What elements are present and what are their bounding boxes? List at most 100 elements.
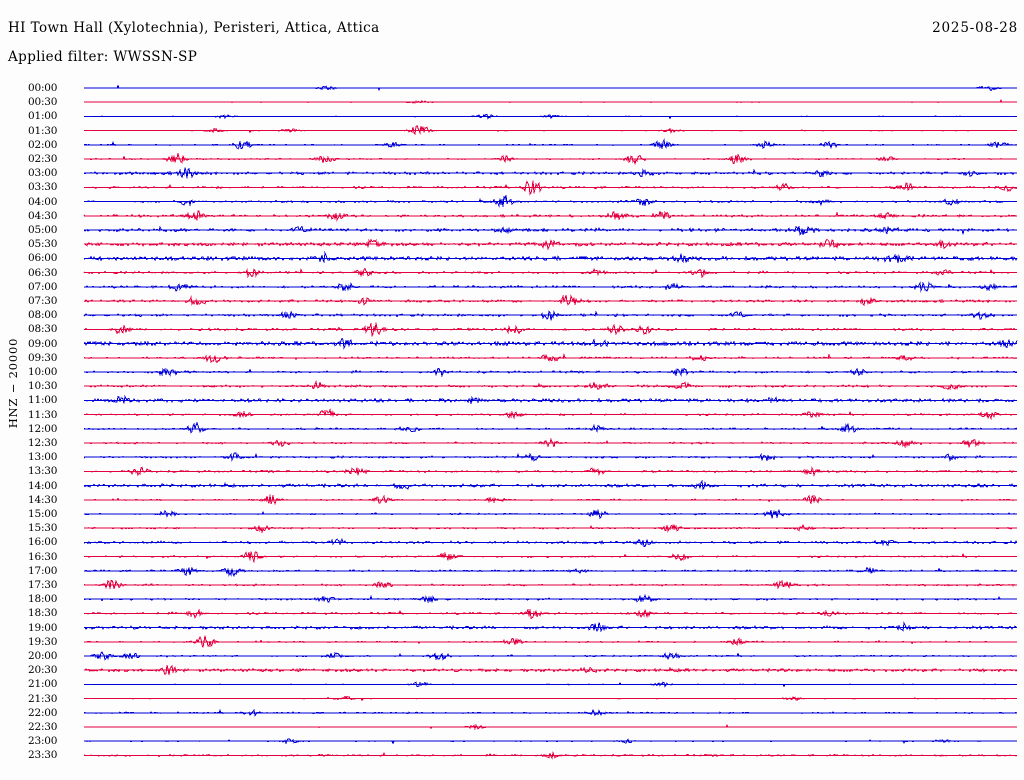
time-axis-tick-label: 07:00 <box>28 280 58 293</box>
trace-waveform <box>84 695 1017 702</box>
trace-waveform <box>84 437 1017 449</box>
trace-waveform <box>83 310 1018 321</box>
time-axis-tick-label: 08:30 <box>28 323 58 336</box>
time-axis-tick-label: 15:00 <box>28 508 58 520</box>
trace-waveform <box>84 738 1017 745</box>
time-axis-tick-label: 03:30 <box>28 181 58 194</box>
trace-waveform <box>84 621 1018 633</box>
time-axis-tick-label: 16:00 <box>28 536 58 549</box>
trace-waveform <box>83 579 1017 590</box>
trace-waveform <box>84 494 1017 505</box>
trace-waveform <box>83 352 1018 364</box>
trace-waveform <box>83 138 1018 150</box>
time-axis-tick-label: 09:00 <box>28 337 58 350</box>
time-axis-tick-label: 14:00 <box>28 479 58 492</box>
trace-waveform <box>83 281 1018 293</box>
applied-filter-label: Applied filter: WWSSN-SP <box>8 49 198 65</box>
time-axis-tick-label: 23:30 <box>28 749 58 762</box>
trace-waveform <box>83 395 1017 405</box>
time-axis-tick-label: 21:30 <box>28 692 58 705</box>
time-axis-tick-label: 04:00 <box>28 195 58 208</box>
trace-waveform <box>84 681 1017 688</box>
seismogram-plot: 00:00 00:30 01:00 01:30 02:00 02:30 03:00 03:30… <box>0 78 1024 778</box>
trace-waveform <box>83 210 1017 222</box>
trace-waveform <box>84 180 1018 196</box>
trace-waveform <box>83 337 1018 350</box>
time-axis-tick-label: 11:30 <box>28 408 58 421</box>
trace-waveform <box>84 651 1017 662</box>
time-axis-tick-label: 20:30 <box>28 664 58 677</box>
trace-waveform <box>84 566 1018 578</box>
time-axis-tick-label: 05:00 <box>28 224 58 236</box>
trace-waveform <box>84 635 1017 648</box>
time-axis-tick-label: 02:30 <box>28 153 58 165</box>
trace-waveform <box>84 608 1017 620</box>
time-axis-tick-label: 06:00 <box>28 252 58 265</box>
time-axis-tick-label: 17:30 <box>28 579 58 591</box>
trace-waveform <box>84 724 1017 731</box>
time-axis-tick-label: 12:00 <box>28 422 58 435</box>
trace-waveform <box>84 238 1018 251</box>
time-axis-tick-label: 08:00 <box>28 309 58 322</box>
trace-waveform <box>83 225 1017 236</box>
trace-waveform <box>83 294 1017 307</box>
trace-waveform <box>84 322 1018 337</box>
time-axis-tick-label: 18:00 <box>28 593 58 606</box>
trace-waveform <box>84 407 1017 421</box>
trace-waveform <box>83 251 1018 264</box>
trace-waveform <box>83 379 1018 391</box>
time-axis-tick-label: 07:30 <box>28 295 58 307</box>
trace-waveform <box>83 167 1018 179</box>
time-axis-tick-label: 14:30 <box>28 493 58 506</box>
time-axis-tick-label: 05:30 <box>28 238 58 251</box>
time-axis-tick-label: 10:00 <box>28 366 58 378</box>
time-axis-tick-label: 12:30 <box>28 437 58 449</box>
time-axis-tick-label: 19:00 <box>28 621 58 634</box>
trace-waveform <box>83 153 1017 166</box>
time-axis-tick-label: 13:00 <box>28 451 58 464</box>
time-axis-tick-label: 01:00 <box>28 110 58 123</box>
time-axis-tick-label: 22:00 <box>28 706 58 719</box>
trace-waveform <box>84 664 1018 676</box>
time-axis-tick-label: 21:00 <box>28 678 58 691</box>
time-axis-tick-label: 13:30 <box>28 465 58 478</box>
time-axis-tick-label: 20:00 <box>28 650 58 662</box>
trace-waveform <box>83 708 1018 717</box>
trace-waveform <box>83 479 1018 491</box>
time-axis-tick-label: 09:30 <box>28 351 58 364</box>
trace-waveform <box>84 124 1017 136</box>
trace-waveform <box>83 751 1018 760</box>
trace-waveform <box>83 593 1017 604</box>
trace-waveform <box>84 113 1017 120</box>
time-axis-tick-label: 00:30 <box>28 96 58 109</box>
time-axis-tick-label: 04:30 <box>28 209 58 222</box>
time-axis-tick-label: 22:30 <box>28 721 58 733</box>
trace-waveform <box>84 367 1018 378</box>
time-axis-tick-label: 19:30 <box>28 635 58 648</box>
trace-waveform <box>83 421 1018 434</box>
trace-waveform <box>84 99 1018 104</box>
trace-waveform <box>83 452 1017 463</box>
time-axis-tick-label: 11:00 <box>28 394 58 407</box>
time-axis-tick-label: 23:00 <box>28 735 58 748</box>
trace-waveform <box>83 538 1018 547</box>
time-axis-tick-label: 17:00 <box>28 564 58 577</box>
page-title: HI Town Hall (Xylotechnia), Peristeri, A… <box>8 20 380 36</box>
time-axis-tick-label: 15:30 <box>28 522 58 535</box>
trace-waveform <box>84 524 1017 534</box>
time-axis-tick-label: 01:30 <box>28 124 58 137</box>
trace-waveform <box>84 466 1018 477</box>
time-axis-tick-label: 18:30 <box>28 607 58 620</box>
trace-waveform <box>83 195 1018 208</box>
record-date: 2025-08-28 <box>932 20 1018 36</box>
time-axis-tick-label: 03:00 <box>28 167 58 180</box>
time-axis-tick-label: 00:00 <box>28 82 58 94</box>
trace-waveform <box>84 551 1018 563</box>
time-axis-tick-label: 06:30 <box>28 266 58 279</box>
time-axis-tick-label: 02:00 <box>28 138 58 151</box>
time-axis-tick-label: 10:30 <box>28 380 58 393</box>
trace-waveform <box>84 508 1017 519</box>
trace-waveform <box>83 84 1017 92</box>
trace-waveform <box>83 267 1017 279</box>
